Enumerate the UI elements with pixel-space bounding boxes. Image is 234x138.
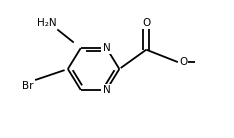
Text: N: N bbox=[102, 85, 110, 95]
Text: H₂N: H₂N bbox=[37, 18, 56, 28]
Text: N: N bbox=[102, 43, 110, 53]
Text: O: O bbox=[142, 18, 150, 28]
Text: O: O bbox=[179, 57, 187, 67]
Text: Br: Br bbox=[22, 81, 34, 91]
